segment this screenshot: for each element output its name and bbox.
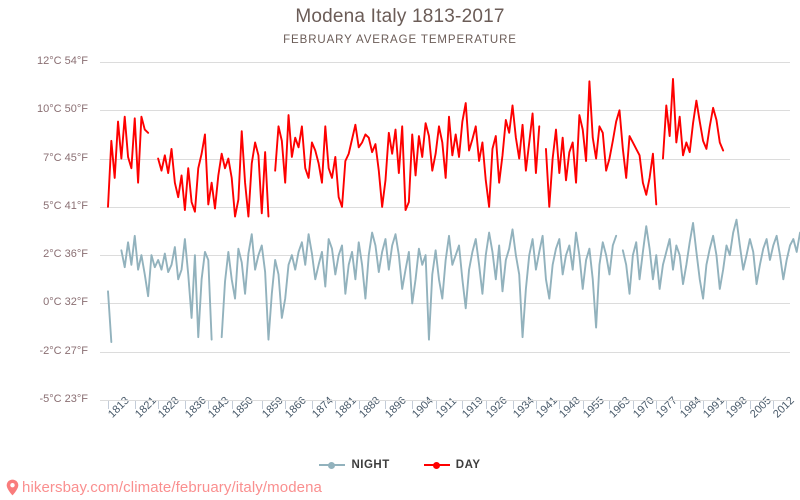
x-axis-tick-mark: [656, 400, 658, 409]
x-axis-tick-mark: [773, 400, 775, 409]
x-axis-tick-mark: [261, 400, 263, 409]
gridline: [108, 255, 790, 257]
y-axis-tick-mark: [100, 351, 108, 353]
y-axis-tick-label: -5°C 23°F: [39, 393, 88, 405]
x-axis-tick-mark: [412, 400, 414, 409]
x-axis-tick-mark: [358, 400, 360, 409]
gridline: [108, 158, 790, 160]
legend-marker-night-icon: [319, 460, 346, 470]
x-axis-tick-mark: [749, 400, 751, 409]
chart-subtitle: FEBRUARY AVERAGE TEMPERATURE: [283, 34, 517, 46]
x-axis-tick-mark: [582, 400, 584, 409]
y-axis-tick-mark: [100, 303, 108, 305]
y-axis-tick-label: 0°C 32°F: [43, 296, 88, 309]
legend-marker-day-icon: [423, 460, 450, 470]
legend-item-day[interactable]: DAY: [423, 459, 481, 471]
source-footer[interactable]: hikersbay.com/climate/february/italy/mod…: [6, 479, 322, 496]
legend-item-night[interactable]: NIGHT: [319, 459, 389, 471]
gridline: [108, 351, 790, 353]
chart-title: Modena Italy 1813-2017: [295, 6, 505, 27]
legend-label-night: NIGHT: [351, 459, 390, 471]
source-url[interactable]: hikersbay.com/climate/february/italy/mod…: [22, 479, 322, 496]
y-axis-tick-label: 5°C 41°F: [43, 199, 88, 212]
x-axis-tick-mark: [679, 400, 681, 409]
y-axis-tick-label: 12°C 54°F: [37, 55, 88, 67]
x-axis-tick-mark: [632, 400, 634, 409]
x-axis-tick-mark: [485, 400, 487, 409]
y-axis-tick-mark: [100, 110, 108, 112]
y-axis-tick-mark: [100, 206, 108, 208]
gridline: [108, 303, 790, 305]
x-axis-tick-mark: [208, 400, 210, 409]
gridline: [108, 400, 790, 401]
series-line-night: [107, 218, 800, 344]
x-axis-tick-mark: [435, 400, 437, 409]
x-axis-tick-mark: [462, 400, 464, 409]
x-axis-tick-mark: [335, 400, 337, 409]
x-axis-tick-mark: [385, 400, 387, 409]
x-axis-tick-mark: [134, 400, 136, 409]
x-axis-tick-mark: [158, 400, 160, 409]
gridline: [108, 62, 790, 63]
x-axis-tick-mark: [184, 400, 186, 409]
plot-area: [107, 62, 800, 401]
x-axis-tick-mark: [311, 400, 313, 409]
x-axis-tick-mark: [231, 400, 233, 409]
y-axis-tick-label: 2°C 36°F: [43, 248, 88, 261]
y-axis-tick-mark: [100, 158, 108, 160]
x-axis-tick-mark: [559, 400, 561, 409]
y-axis-tick-mark: [100, 255, 108, 257]
x-axis-tick-mark: [609, 400, 611, 409]
x-axis-tick-mark: [535, 400, 537, 409]
gridline: [108, 206, 790, 208]
legend-label-day: DAY: [455, 459, 481, 471]
y-axis-tick-label: -2°C 27°F: [39, 344, 88, 357]
y-axis-tick-mark: [100, 400, 108, 401]
y-axis-tick-mark: [100, 62, 108, 63]
x-axis-tick-mark: [726, 400, 728, 409]
x-axis-tick-mark: [703, 400, 705, 409]
chart-legend: NIGHT DAY: [0, 459, 800, 471]
x-axis-tick-mark: [285, 400, 287, 409]
gridline: [108, 110, 790, 112]
series-lines: [107, 77, 800, 344]
series-line-day: [107, 77, 725, 218]
location-pin-icon: [6, 479, 19, 496]
x-axis-tick-mark: [108, 400, 109, 409]
y-axis-tick-label: 7°C 45°F: [43, 151, 88, 164]
y-axis-tick-label: 10°C 50°F: [37, 103, 88, 116]
x-axis-tick-mark: [512, 400, 514, 409]
